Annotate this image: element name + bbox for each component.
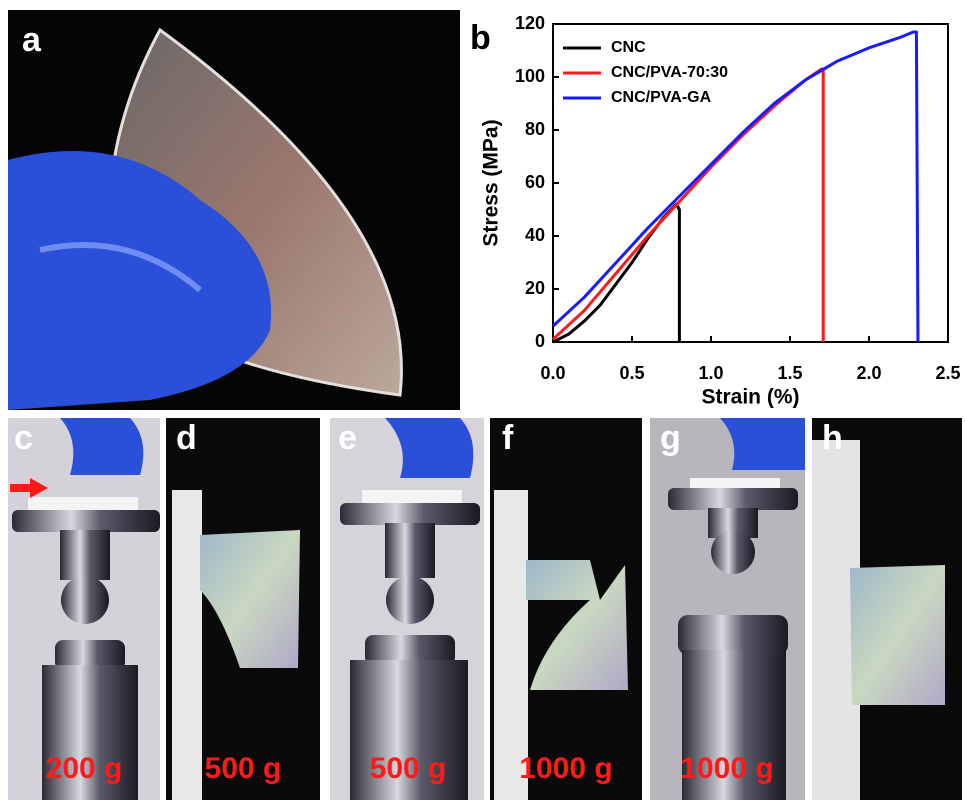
y-tick-label: 100 xyxy=(515,66,545,86)
panel-label: d xyxy=(176,419,197,457)
series-line xyxy=(553,69,823,342)
x-axis-label: Strain (%) xyxy=(701,386,799,409)
photo-a: a xyxy=(8,10,460,410)
y-tick-label: 80 xyxy=(525,119,545,139)
photo-h: h xyxy=(812,418,962,800)
panel-label: g xyxy=(660,419,681,457)
panel-label: h xyxy=(822,419,843,457)
panel-label: b xyxy=(470,19,491,57)
chart: b 0.0 0.5 1.0 1.5 2.0 2.5 0 20 40 60 80 100 120 Strai… xyxy=(470,13,961,409)
legend-label: CNC/PVA-70:30 xyxy=(611,64,728,81)
caption: 1000 g xyxy=(519,752,612,785)
panel-label: a xyxy=(22,21,42,59)
y-tick-label: 20 xyxy=(525,278,545,298)
x-tick-label: 0.5 xyxy=(619,363,644,383)
photo-e: e 500 g xyxy=(330,418,484,800)
photo-c: c 200 g xyxy=(8,418,160,800)
figure: a c 200 g d 500 g e 500 g f xyxy=(0,0,965,804)
panel-label: e xyxy=(338,419,357,457)
caption: 1000 g xyxy=(680,752,773,785)
panel-label: f xyxy=(502,419,514,457)
x-tick-label: 2.0 xyxy=(856,363,881,383)
panel-label: c xyxy=(14,419,33,457)
caption: 500 g xyxy=(370,752,447,785)
x-tick-label: 2.5 xyxy=(935,363,960,383)
caption: 500 g xyxy=(205,752,282,785)
photo-d: d 500 g xyxy=(166,418,320,800)
x-tick-label: 1.5 xyxy=(777,363,802,383)
y-tick-label: 40 xyxy=(525,225,545,245)
legend-label: CNC/PVA-GA xyxy=(611,89,712,106)
x-tick-label: 0.0 xyxy=(540,363,565,383)
photo-g: g 1000 g xyxy=(650,418,805,800)
legend-label: CNC xyxy=(611,39,646,56)
y-axis-label: Stress (MPa) xyxy=(480,119,503,246)
x-tick-label: 1.0 xyxy=(698,363,723,383)
caption: 200 g xyxy=(46,752,123,785)
photo-f: f 1000 g xyxy=(490,418,642,800)
y-tick-label: 60 xyxy=(525,172,545,192)
y-tick-label: 0 xyxy=(535,331,545,351)
y-tick-label: 120 xyxy=(515,13,545,33)
